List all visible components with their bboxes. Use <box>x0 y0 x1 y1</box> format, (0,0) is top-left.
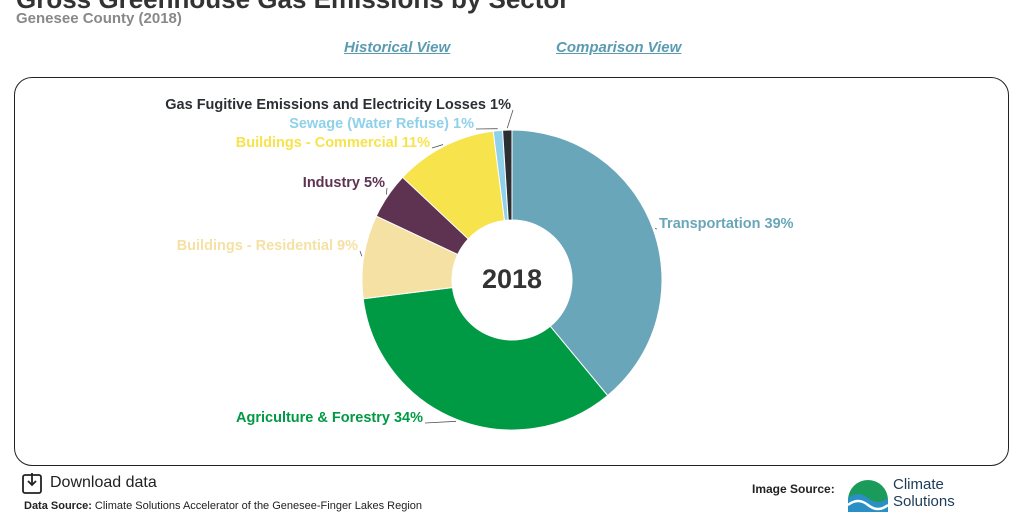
leader-line <box>424 420 457 424</box>
slice-label: Gas Fugitive Emissions and Electricity L… <box>165 97 511 113</box>
category-name: Industry <box>303 175 360 191</box>
slice <box>502 129 513 221</box>
logo-line: Climate <box>893 476 944 493</box>
slice-label: Agriculture & Forestry 34% <box>236 410 423 426</box>
chart-frame <box>14 77 1009 466</box>
category-name: Transportation <box>659 216 761 232</box>
category-name: Buildings - Commercial <box>236 135 398 151</box>
category-name: Agriculture & Forestry <box>236 410 390 426</box>
category-name: Gas Fugitive Emissions and Electricity L… <box>165 97 486 113</box>
download-button[interactable]: Download data <box>22 472 157 494</box>
slice <box>511 129 663 397</box>
value-label: 5% <box>364 175 385 191</box>
historical-link[interactable]: Historical View <box>344 39 451 56</box>
chart: Transportation 39% Agriculture & Forestry… <box>165 97 794 431</box>
comparison-link[interactable]: Comparison View <box>556 39 682 56</box>
slice-label: Buildings - Commercial 11% <box>236 135 430 151</box>
leader-line <box>506 109 514 129</box>
value-label: 1% <box>490 97 511 113</box>
leader-line <box>359 250 363 257</box>
leader-line <box>431 144 444 149</box>
data-source-label: Data Source: <box>24 500 92 512</box>
leader-line <box>385 187 388 195</box>
slice-label: Buildings - Residential 9% <box>177 238 358 254</box>
subtitle: Genesee County (2018) <box>16 10 182 27</box>
logo-line: Solutions <box>893 493 955 510</box>
download-icon <box>22 473 42 494</box>
page-title: Gross Greenhouse Gas Emissions by Sector <box>16 0 569 15</box>
download-label: Download data <box>50 474 157 491</box>
slice-label: Transportation 39% <box>659 216 794 232</box>
value-label: 39% <box>765 216 794 232</box>
image-source-label: Image Source: <box>752 482 835 496</box>
data-source-text: Climate Solutions Accelerator of the Gen… <box>94 500 423 512</box>
logo-text: Climate Solutions <box>893 476 955 510</box>
data-source: Data Source: Climate Solutions Accelerat… <box>24 500 422 512</box>
logo-icon <box>847 480 889 512</box>
center-label: 2018 <box>482 264 542 294</box>
value-label: 9% <box>337 238 358 254</box>
value-label: 34% <box>394 410 423 426</box>
category-name: Buildings - Residential <box>177 238 333 254</box>
value-label: 1% <box>453 116 474 132</box>
slice-label: Industry 5% <box>303 175 385 191</box>
slice <box>362 286 609 431</box>
category-name: Sewage (Water Refuse) <box>289 116 449 132</box>
slice-label: Sewage (Water Refuse) 1% <box>289 116 474 132</box>
value-label: 11% <box>402 135 430 151</box>
